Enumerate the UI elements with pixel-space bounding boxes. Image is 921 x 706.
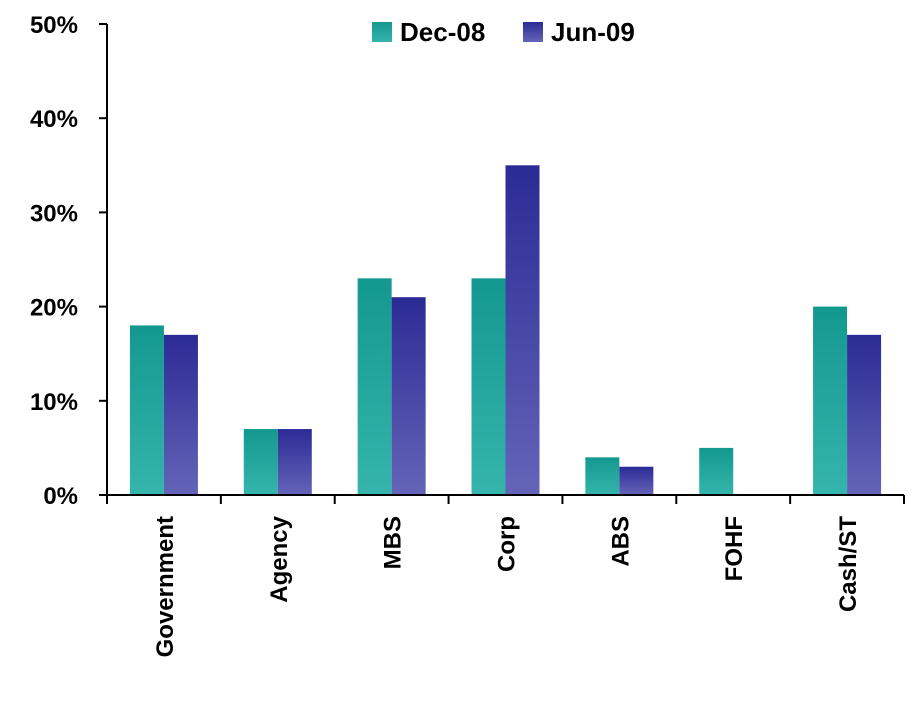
bar-jun-09-cash-st xyxy=(847,334,882,495)
x-axis: Government Agency MBS Corp ABS FOHF Cash/ST xyxy=(106,494,905,657)
y-tick-label: 0% xyxy=(43,483,78,510)
bar-dec-08-abs xyxy=(585,457,620,495)
x-category-label: MBS xyxy=(380,516,407,569)
y-tick-label: 10% xyxy=(30,389,78,416)
bar-jun-09-corp xyxy=(505,165,540,496)
bar-jun-09-abs xyxy=(619,466,654,495)
bar-dec-08-agency xyxy=(243,429,278,495)
x-category-label: Cash/ST xyxy=(835,516,862,612)
x-category-label: FOHF xyxy=(721,516,748,581)
legend-label: Jun-09 xyxy=(551,17,635,47)
y-tick-label: 40% xyxy=(30,106,78,133)
y-tick-label: 20% xyxy=(30,295,78,322)
x-category-label: Agency xyxy=(266,515,293,602)
bar-dec-08-government xyxy=(129,325,164,495)
bar-dec-08-corp xyxy=(471,278,506,495)
y-tick-label: 30% xyxy=(30,200,78,227)
x-category-label: ABS xyxy=(607,516,634,567)
legend-swatch xyxy=(523,22,543,42)
legend-swatch xyxy=(372,22,392,42)
x-category-label: Government xyxy=(152,516,179,657)
bar-jun-09-government xyxy=(163,334,198,495)
bars xyxy=(129,165,882,496)
bar-dec-08-mbs xyxy=(357,278,392,495)
bar-dec-08-fohf xyxy=(699,447,734,495)
bar-dec-08-cash-st xyxy=(813,306,848,495)
bar-jun-09-mbs xyxy=(391,297,426,495)
bar-jun-09-agency xyxy=(277,429,312,495)
y-tick-label: 50% xyxy=(30,12,78,39)
x-category-label: Corp xyxy=(494,516,521,572)
legend-label: Dec-08 xyxy=(400,17,485,47)
y-axis: 0% 10% 20% 30% 40% 50% xyxy=(30,12,108,510)
legend: Dec-08 Jun-09 xyxy=(372,17,635,47)
